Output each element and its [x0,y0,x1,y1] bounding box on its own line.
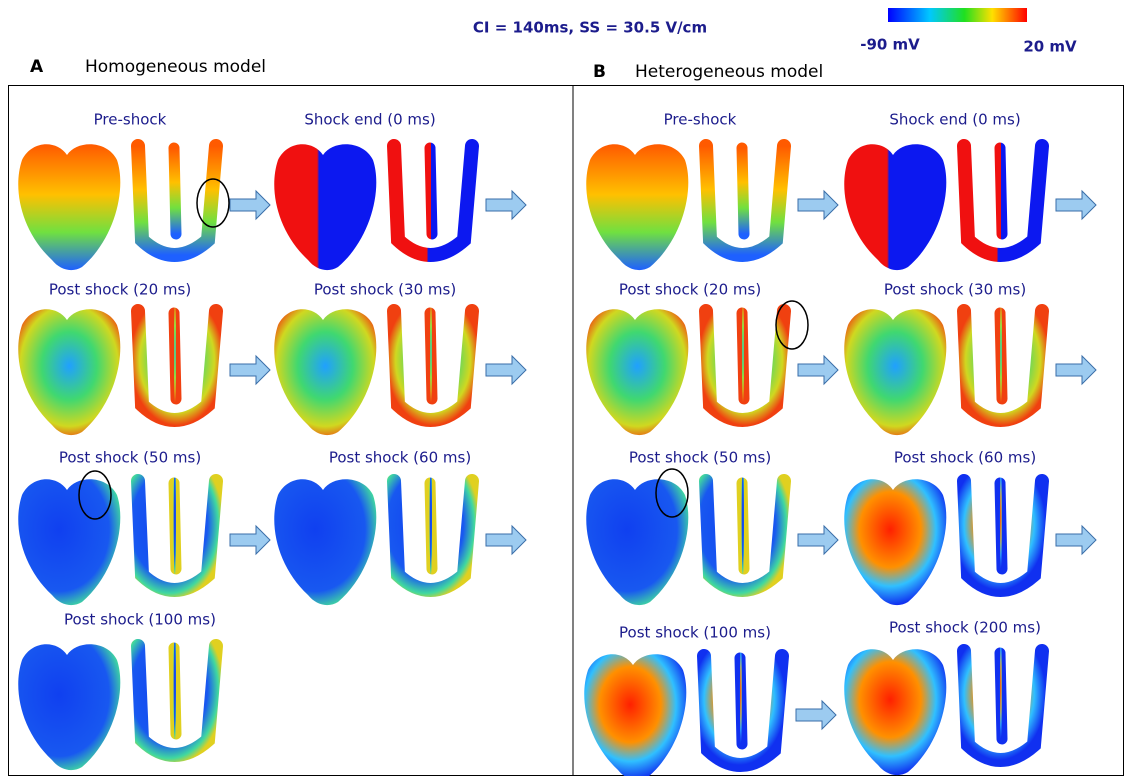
heart-slice [964,651,1042,760]
slice-septum [740,658,742,744]
condition: CI = 140ms, SS = 30.5 V/cm [473,19,707,37]
arrow [486,526,526,554]
frame-caption: Post shock (100 ms) [64,611,216,629]
arrow [1056,191,1096,219]
slice-septum [1000,148,1002,234]
frame-caption: Pre-shock [664,111,737,129]
heart-surface [274,309,376,435]
slice-septum [430,148,432,234]
heart-slice [394,146,472,255]
frame-caption: Post shock (200 ms) [889,619,1041,637]
frame-caption: Post shock (20 ms) [49,281,191,299]
heart-slice [706,481,784,590]
colorbar-max: 20 mV [1023,38,1077,56]
heart-surface [18,644,120,770]
heart-surface [274,144,376,270]
panel-label: B [593,62,606,82]
arrow [1056,356,1096,384]
slice-septum [1000,653,1002,739]
panel-title: Homogeneous model [85,57,266,77]
colorbar [888,8,1027,22]
heart-slice [706,311,784,420]
heart-surface [18,144,120,270]
heart-slice [138,146,216,255]
heart-surface [274,479,376,605]
figure: CI = 140ms, SS = 30.5 V/cm -90 mV 20 mV … [0,0,1127,776]
frame-caption: Post shock (60 ms) [894,449,1036,467]
slice-septum [1000,483,1002,569]
heart-slice [706,146,784,255]
heart-surface [584,654,686,776]
slice-septum [742,313,744,399]
arrow [798,356,838,384]
slice-septum [430,483,432,569]
slice-septum [742,483,744,569]
heart-surface [18,479,120,605]
heart-surface [844,649,946,775]
frame-caption: Post shock (30 ms) [314,281,456,299]
heart-slice [394,311,472,420]
heart-surface [844,309,946,435]
heart-slice [394,481,472,590]
heart-slice [964,146,1042,255]
slice-septum [174,313,176,399]
heart-slice [138,311,216,420]
heart-slice [704,656,782,765]
arrow [486,356,526,384]
slice-septum [1000,313,1002,399]
arrow [230,526,270,554]
arrow [798,191,838,219]
heart-slice [138,646,216,755]
heart-surface [18,309,120,435]
colorbar-min: -90 mV [860,36,920,54]
slice-septum [174,483,176,569]
heart-slice [138,481,216,590]
heart-surface [844,144,946,270]
heart-surface [586,144,688,270]
panel-label: A [30,57,44,77]
heart-surface [586,309,688,435]
slice-septum [430,313,432,399]
frame-caption: Post shock (30 ms) [884,281,1026,299]
slice-septum [742,148,744,234]
frame-caption: Pre-shock [94,111,167,129]
arrow [796,701,836,729]
frame-caption: Post shock (100 ms) [619,624,771,642]
arrow [798,526,838,554]
arrow [486,191,526,219]
slice-septum [174,148,176,234]
frame-caption: Post shock (60 ms) [329,449,471,467]
arrow [1056,526,1096,554]
heart-slice [964,311,1042,420]
frame-caption: Post shock (50 ms) [59,449,201,467]
frame-caption: Post shock (20 ms) [619,281,761,299]
frame-caption: Shock end (0 ms) [889,111,1020,129]
heart-surface [844,479,946,605]
heart-slice [964,481,1042,590]
frame-caption: Post shock (50 ms) [629,449,771,467]
panel-title: Heterogeneous model [635,62,823,82]
frame-caption: Shock end (0 ms) [304,111,435,129]
slice-septum [174,648,176,734]
heart-surface [586,479,688,605]
arrow [230,356,270,384]
arrow [230,191,270,219]
